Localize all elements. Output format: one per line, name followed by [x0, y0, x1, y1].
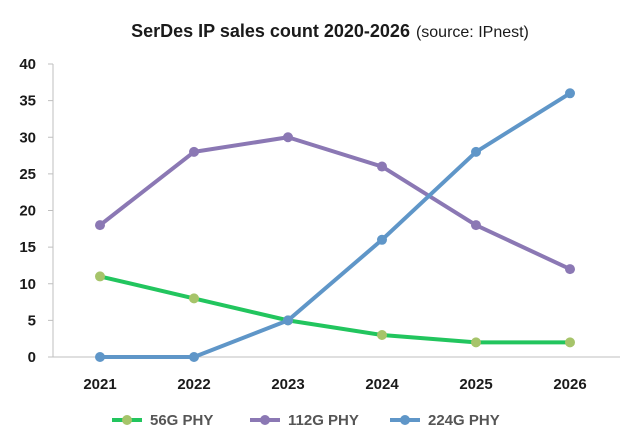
legend-item: 224G PHY	[390, 412, 500, 429]
data-point	[95, 271, 105, 282]
data-point	[189, 352, 199, 362]
series-224g-phy	[95, 88, 575, 362]
legend-swatch-marker	[400, 415, 410, 425]
data-point	[283, 315, 293, 326]
data-point	[565, 337, 575, 348]
data-point	[565, 88, 575, 99]
data-point	[95, 352, 105, 362]
y-axis-ticks: 0 5 10 15 20 25 30 35 40	[19, 56, 53, 366]
y-tick-label: 20	[19, 203, 36, 220]
legend-label: 112G PHY	[288, 412, 359, 429]
series-line	[98, 91, 572, 359]
x-tick-label: 2022	[177, 376, 210, 393]
series-56g-phy	[95, 271, 575, 348]
x-tick-label: 2026	[553, 376, 586, 393]
legend: 56G PHY 112G PHY 224G PHY	[112, 412, 500, 429]
y-tick-label: 40	[19, 56, 36, 73]
data-point	[283, 132, 293, 143]
data-point	[471, 146, 481, 157]
data-point	[471, 337, 481, 348]
series-layer	[95, 88, 575, 362]
data-point	[189, 146, 199, 157]
y-tick-label: 5	[28, 312, 36, 329]
series-line	[98, 135, 572, 272]
data-point	[471, 220, 481, 231]
x-tick-label: 2025	[459, 376, 492, 393]
legend-swatch-marker	[260, 415, 270, 425]
legend-label: 224G PHY	[428, 412, 500, 429]
subtitle-text: (source: IPnest)	[416, 24, 529, 41]
x-axis-ticks: 2021 2022 2023 2024 2025 2026	[83, 376, 586, 393]
series-112g-phy	[95, 132, 575, 275]
legend-item: 56G PHY	[112, 412, 213, 429]
legend-swatch-marker	[122, 415, 132, 425]
data-point	[565, 264, 575, 275]
y-tick-label: 10	[19, 276, 36, 293]
y-tick-label: 30	[19, 129, 36, 146]
x-tick-label: 2023	[271, 376, 304, 393]
data-point	[189, 293, 199, 304]
y-tick-label: 25	[19, 166, 36, 183]
series-line	[98, 274, 572, 345]
chart-title: SerDes IP sales count 2020-2026 (source: …	[131, 21, 529, 41]
x-tick-label: 2021	[83, 376, 116, 393]
title-text: SerDes IP sales count 2020-2026	[131, 21, 410, 41]
legend-label: 56G PHY	[150, 412, 213, 429]
legend-item: 112G PHY	[250, 412, 359, 429]
data-point	[377, 234, 387, 245]
y-tick-label: 15	[19, 239, 36, 256]
y-tick-label: 35	[19, 93, 36, 110]
data-point	[95, 220, 105, 231]
x-tick-label: 2024	[365, 376, 399, 393]
data-point	[377, 330, 387, 341]
data-point	[377, 161, 387, 172]
y-tick-label: 0	[28, 349, 36, 366]
